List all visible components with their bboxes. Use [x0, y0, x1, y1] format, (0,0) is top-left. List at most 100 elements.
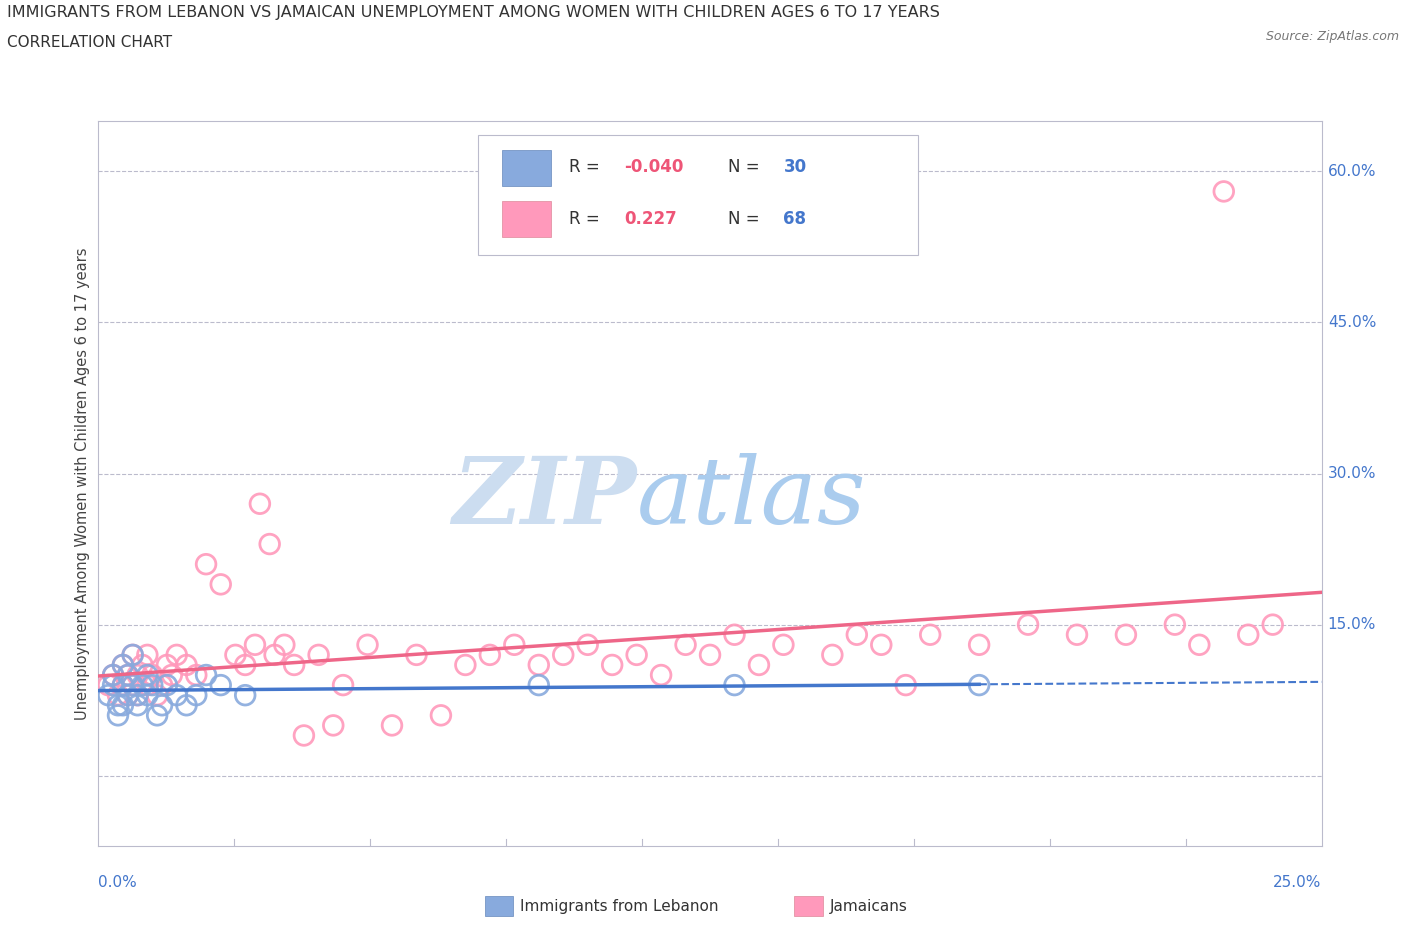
Text: 68: 68	[783, 210, 807, 228]
Point	[894, 678, 917, 693]
Point	[967, 637, 990, 652]
Point	[1164, 618, 1187, 632]
Point	[209, 678, 232, 693]
FancyBboxPatch shape	[478, 136, 918, 255]
Point	[101, 668, 124, 683]
Text: 25.0%: 25.0%	[1274, 875, 1322, 890]
Point	[527, 658, 550, 672]
Point	[308, 647, 330, 662]
Point	[195, 557, 218, 572]
Text: 60.0%: 60.0%	[1327, 164, 1376, 179]
Point	[156, 678, 179, 693]
Point	[870, 637, 893, 652]
Point	[121, 678, 143, 693]
Text: 15.0%: 15.0%	[1327, 618, 1376, 632]
Text: N =: N =	[728, 210, 761, 228]
Text: IMMIGRANTS FROM LEBANON VS JAMAICAN UNEMPLOYMENT AMONG WOMEN WITH CHILDREN AGES : IMMIGRANTS FROM LEBANON VS JAMAICAN UNEM…	[7, 5, 939, 20]
Point	[117, 668, 139, 683]
Point	[127, 688, 149, 703]
Text: R =: R =	[569, 157, 600, 176]
Point	[111, 658, 134, 672]
Point	[821, 647, 844, 662]
Point	[454, 658, 477, 672]
Point	[430, 708, 453, 723]
Point	[141, 678, 163, 693]
Point	[381, 718, 404, 733]
Point	[723, 678, 745, 693]
Point	[111, 698, 134, 712]
Point	[186, 688, 208, 703]
Text: 30.0%: 30.0%	[1327, 466, 1376, 481]
Point	[136, 678, 159, 693]
Point	[121, 678, 143, 693]
Point	[1237, 627, 1260, 642]
Point	[166, 688, 188, 703]
Point	[156, 658, 179, 672]
Point	[186, 668, 208, 683]
Point	[146, 688, 169, 703]
Point	[111, 658, 134, 672]
Point	[111, 678, 134, 693]
Point	[127, 668, 149, 683]
Text: Jamaicans: Jamaicans	[830, 899, 907, 914]
Point	[920, 627, 942, 642]
Point	[675, 637, 697, 652]
Point	[107, 708, 129, 723]
Point	[723, 627, 745, 642]
Point	[117, 688, 139, 703]
Point	[107, 688, 129, 703]
Point	[97, 678, 120, 693]
Point	[101, 678, 124, 693]
Point	[146, 708, 169, 723]
Point	[650, 668, 672, 683]
Point	[1066, 627, 1088, 642]
Text: atlas: atlas	[637, 453, 866, 543]
Point	[209, 577, 232, 591]
Point	[233, 658, 256, 672]
Point	[111, 678, 134, 693]
Point	[600, 658, 623, 672]
Point	[224, 647, 246, 662]
FancyBboxPatch shape	[502, 201, 551, 237]
Point	[527, 678, 550, 693]
Text: 0.0%: 0.0%	[98, 875, 138, 890]
Point	[127, 698, 149, 712]
Point	[176, 658, 198, 672]
Point	[136, 647, 159, 662]
Text: Immigrants from Lebanon: Immigrants from Lebanon	[520, 899, 718, 914]
Point	[259, 537, 281, 551]
Point	[292, 728, 315, 743]
Point	[136, 688, 159, 703]
Point	[1115, 627, 1137, 642]
Point	[503, 637, 526, 652]
Point	[141, 668, 163, 683]
Point	[1212, 184, 1234, 199]
Point	[845, 627, 868, 642]
Point	[273, 637, 295, 652]
Point	[1188, 637, 1211, 652]
Point	[101, 668, 124, 683]
Text: Source: ZipAtlas.com: Source: ZipAtlas.com	[1265, 30, 1399, 43]
Point	[160, 668, 183, 683]
Point	[97, 688, 120, 703]
Text: 0.227: 0.227	[624, 210, 678, 228]
Point	[553, 647, 575, 662]
Text: ZIP: ZIP	[453, 453, 637, 543]
Point	[127, 688, 149, 703]
Point	[176, 698, 198, 712]
Point	[283, 658, 305, 672]
Text: -0.040: -0.040	[624, 157, 683, 176]
Point	[121, 647, 143, 662]
Point	[699, 647, 721, 662]
Point	[576, 637, 599, 652]
Point	[263, 647, 285, 662]
Point	[1017, 618, 1039, 632]
Point	[150, 678, 173, 693]
Point	[195, 668, 218, 683]
Point	[249, 497, 271, 512]
Point	[332, 678, 354, 693]
Text: CORRELATION CHART: CORRELATION CHART	[7, 35, 172, 50]
Point	[107, 698, 129, 712]
Point	[117, 688, 139, 703]
Point	[243, 637, 266, 652]
